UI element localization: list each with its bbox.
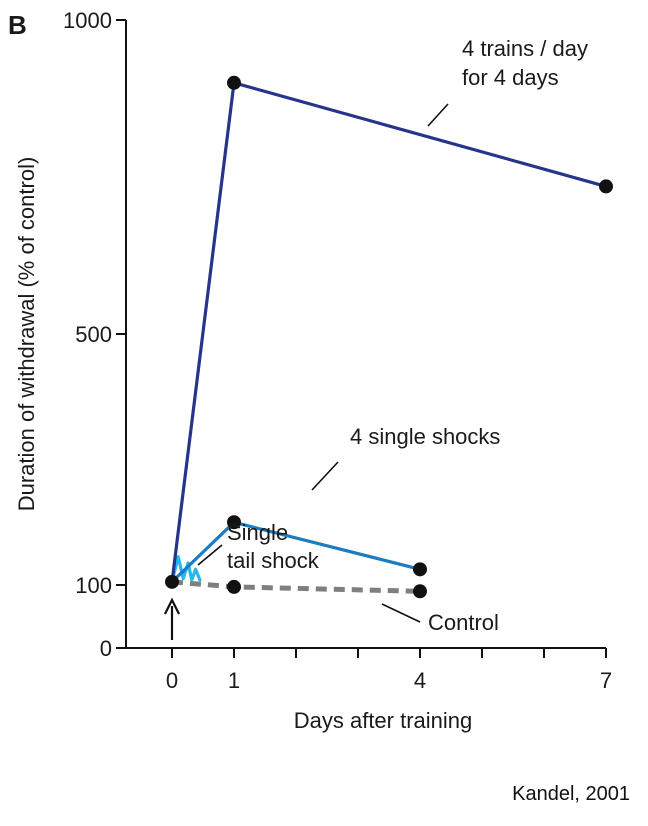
- data-point-four-single: [227, 515, 241, 530]
- series-label-line: tail shock: [227, 548, 320, 573]
- series-label-line: 4 single shocks: [350, 424, 500, 449]
- series-label-four-single: 4 single shocks: [350, 424, 500, 449]
- data-point-four-single: [413, 562, 427, 577]
- series-label-line: Control: [428, 610, 499, 635]
- x-tick-label: 7: [600, 668, 612, 693]
- series-line-single-tail: [170, 555, 202, 584]
- training-arrow-head: [164, 597, 180, 615]
- series-label-line: Single: [227, 520, 288, 545]
- x-axis-title: Days after training: [294, 708, 473, 733]
- x-tick-label: 0: [166, 668, 178, 693]
- series-line-four-trains: [170, 81, 608, 584]
- series-line-control: [171, 579, 421, 594]
- series-label-control: Control: [428, 610, 499, 635]
- leader-line-single-tail: [197, 544, 223, 566]
- y-tick-label: 0: [100, 636, 112, 661]
- y-tick-label: 500: [75, 322, 112, 347]
- axes: 0 100 500 1000 0 1 4 7: [63, 8, 612, 693]
- series-label-line: 4 trains / day: [462, 36, 588, 61]
- panel-label: B: [8, 10, 27, 40]
- series-label-four-trains: 4 trains / day for 4 days: [462, 36, 588, 90]
- series-label-line: for 4 days: [462, 65, 559, 90]
- x-tick-label: 1: [228, 668, 240, 693]
- leader-line-control: [381, 603, 421, 623]
- credit: Kandel, 2001: [512, 783, 630, 805]
- series-layer: [164, 75, 613, 640]
- data-point-four-trains: [227, 75, 241, 90]
- leader-line-four-trains: [427, 103, 449, 127]
- x-tick-label: 4: [414, 668, 426, 693]
- data-point-control: [227, 579, 241, 594]
- leader-line-four-single: [311, 461, 339, 491]
- series-labels: 4 trains / day for 4 days 4 single shocks S…: [197, 36, 588, 635]
- data-point-control: [413, 584, 427, 599]
- series-label-single-tail: Single tail shock: [227, 520, 320, 573]
- y-tick-label: 1000: [63, 8, 112, 33]
- data-point-four-trains: [599, 179, 613, 194]
- y-axis-title: Duration of withdrawal (% of control): [14, 157, 39, 512]
- y-tick-label: 100: [75, 573, 112, 598]
- data-point-origin: [165, 574, 179, 589]
